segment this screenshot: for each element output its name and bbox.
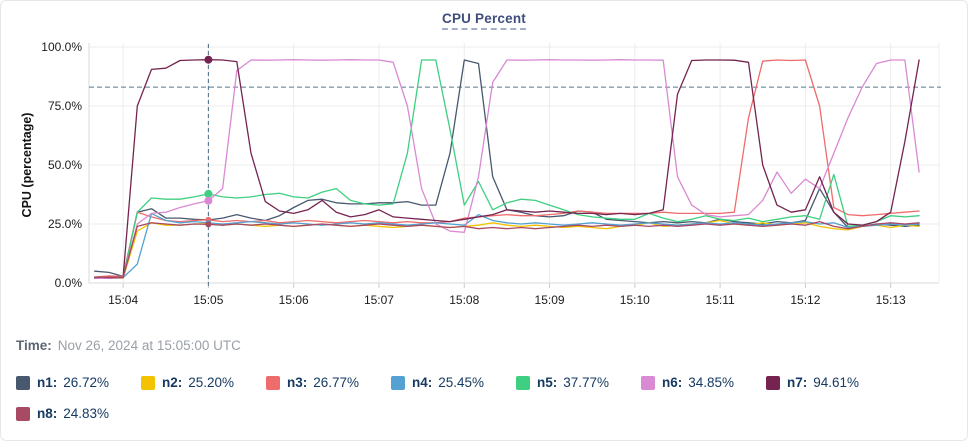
legend-series-value: 94.61% bbox=[813, 375, 860, 390]
legend-series-label: n7: bbox=[787, 375, 808, 390]
series-line-n6 bbox=[94, 59, 920, 279]
crosshair-marker-n8 bbox=[205, 221, 212, 228]
legend-series-value: 34.85% bbox=[688, 375, 735, 390]
x-tick-label: 15:11 bbox=[706, 293, 735, 307]
legend-swatch-n1 bbox=[16, 375, 30, 390]
legend: n1: 26.72% n2: 25.20% n3: 26.77% n4: 25.45% n5: 3… bbox=[16, 367, 958, 429]
legend-item-n6[interactable]: n6: 34.85% bbox=[641, 367, 766, 398]
legend-swatch-n4 bbox=[391, 375, 405, 390]
legend-swatch-n5 bbox=[516, 375, 530, 390]
legend-series-value: 26.77% bbox=[313, 375, 360, 390]
legend-swatch-n8 bbox=[16, 406, 30, 421]
y-tick-label: 100.0% bbox=[41, 40, 82, 54]
legend-series-value: 25.45% bbox=[438, 375, 485, 390]
legend-series-label: n6: bbox=[662, 375, 683, 390]
legend-item-n4[interactable]: n4: 25.45% bbox=[391, 367, 516, 398]
legend-item-n1[interactable]: n1: 26.72% bbox=[16, 367, 141, 398]
crosshair-marker-n5 bbox=[204, 189, 213, 198]
series-line-n7 bbox=[94, 59, 920, 279]
legend-series-value: 25.20% bbox=[188, 375, 235, 390]
cpu-percent-chart[interactable]: 0.0% 25.0% 50.0% 75.0% 100.0% 15:04 15:05 15:06… bbox=[1, 29, 968, 321]
legend-series-label: n3: bbox=[287, 375, 308, 390]
x-tick-label: 15:08 bbox=[449, 293, 479, 307]
panel-title[interactable]: CPU Percent bbox=[442, 11, 526, 30]
legend-item-n8[interactable]: n8: 24.83% bbox=[16, 398, 141, 429]
legend-item-n2[interactable]: n2: 25.20% bbox=[141, 367, 266, 398]
legend-swatch-n7 bbox=[766, 375, 780, 390]
x-tick-label: 15:05 bbox=[193, 293, 223, 307]
legend-series-label: n8: bbox=[37, 406, 58, 421]
y-tick-label: 50.0% bbox=[48, 158, 82, 172]
x-tick-label: 15:10 bbox=[620, 293, 650, 307]
legend-swatch-n2 bbox=[141, 375, 155, 390]
time-label: Time: bbox=[16, 338, 52, 353]
legend-series-label: n4: bbox=[412, 375, 433, 390]
tooltip-time-row: Time: Nov 26, 2024 at 15:05:00 UTC bbox=[16, 338, 241, 353]
legend-item-n5[interactable]: n5: 37.77% bbox=[516, 367, 641, 398]
legend-swatch-n3 bbox=[266, 375, 280, 390]
series-line-n5 bbox=[94, 59, 920, 279]
legend-series-value: 26.72% bbox=[63, 375, 110, 390]
panel-header: CPU Percent bbox=[1, 10, 967, 30]
legend-series-value: 37.77% bbox=[563, 375, 610, 390]
x-tick-label: 15:07 bbox=[364, 293, 394, 307]
series-line-n8 bbox=[94, 220, 920, 279]
legend-item-n3[interactable]: n3: 26.77% bbox=[266, 367, 391, 398]
series-line-n3 bbox=[94, 59, 920, 278]
legend-item-n7[interactable]: n7: 94.61% bbox=[766, 367, 891, 398]
legend-series-value: 24.83% bbox=[63, 406, 110, 421]
x-tick-label: 15:12 bbox=[790, 293, 820, 307]
y-axis-title: CPU (percentage) bbox=[20, 113, 34, 218]
legend-series-label: n2: bbox=[162, 375, 183, 390]
x-tick-label: 15:04 bbox=[108, 293, 138, 307]
y-tick-label: 25.0% bbox=[48, 217, 82, 231]
crosshair-marker-n6 bbox=[204, 196, 213, 205]
legend-swatch-n6 bbox=[641, 375, 655, 390]
crosshair-marker-n7 bbox=[204, 55, 213, 64]
series-line-n1 bbox=[94, 59, 920, 278]
legend-series-label: n5: bbox=[537, 375, 558, 390]
x-tick-label: 15:09 bbox=[535, 293, 565, 307]
x-tick-label: 15:13 bbox=[876, 293, 906, 307]
x-tick-label: 15:06 bbox=[279, 293, 309, 307]
y-tick-label: 75.0% bbox=[48, 99, 82, 113]
legend-series-label: n1: bbox=[37, 375, 58, 390]
series-line-n4 bbox=[94, 212, 920, 279]
time-value: Nov 26, 2024 at 15:05:00 UTC bbox=[57, 338, 241, 353]
y-tick-label: 0.0% bbox=[55, 276, 83, 290]
